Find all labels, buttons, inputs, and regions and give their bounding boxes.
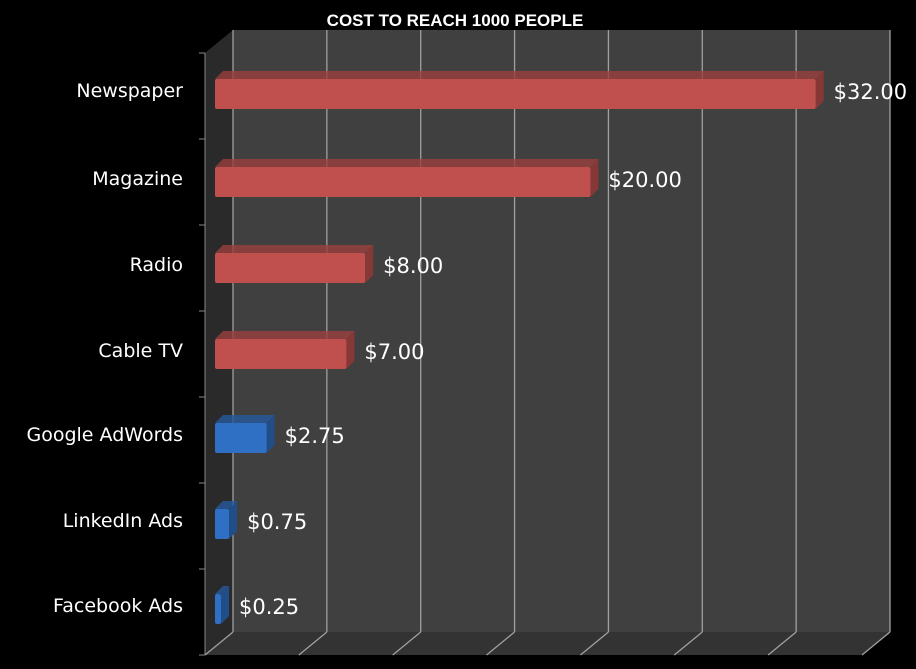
category-label: Cable TV (98, 340, 183, 362)
bar-front (215, 167, 591, 197)
gridline-floor (673, 631, 703, 656)
data-label: $32.00 (834, 80, 907, 104)
bar-top (215, 501, 238, 509)
floor (205, 632, 890, 655)
bar-side (221, 586, 229, 624)
bar (215, 71, 824, 109)
bar-side (346, 331, 355, 369)
bar-front (215, 79, 816, 109)
gridline-floor (580, 631, 609, 656)
bar-top (215, 586, 229, 594)
data-label: $7.00 (364, 340, 424, 364)
gridline-floor (861, 631, 891, 656)
category-label: Radio (130, 254, 183, 276)
gridline-floor (392, 631, 422, 656)
data-label: $0.25 (239, 595, 299, 619)
bar-top (215, 245, 374, 253)
gridline-floor (204, 631, 234, 656)
bar (215, 586, 229, 624)
bar (215, 245, 374, 283)
bar-top (215, 159, 599, 167)
bar (215, 331, 355, 369)
gridline-floor (486, 631, 515, 656)
data-label: $0.75 (247, 510, 307, 534)
gridline-floor (298, 631, 328, 656)
bar-top (215, 415, 275, 423)
category-label: LinkedIn Ads (63, 510, 183, 532)
bar-top (215, 71, 824, 79)
bar-front (215, 594, 221, 624)
category-label: Google AdWords (27, 424, 184, 446)
category-label: Newspaper (76, 80, 183, 102)
bar (215, 501, 238, 539)
category-label: Facebook Ads (53, 595, 183, 617)
bar-front (215, 339, 347, 369)
bar-side (365, 245, 374, 283)
bar-top (215, 331, 355, 339)
bar-side (590, 159, 599, 197)
data-label: $2.75 (285, 424, 345, 448)
bar (215, 415, 275, 453)
bar-side (266, 415, 275, 453)
data-label: $20.00 (608, 168, 681, 192)
data-label: $8.00 (383, 254, 443, 278)
bar-front (215, 509, 230, 539)
bar-side (229, 501, 238, 539)
bar (215, 159, 599, 197)
bar-front (215, 423, 267, 453)
category-label: Magazine (92, 168, 183, 190)
gridline-floor (767, 631, 797, 656)
bar-side (815, 71, 824, 109)
chart-title: COST TO REACH 1000 PEOPLE (327, 11, 584, 30)
bar-front (215, 253, 366, 283)
